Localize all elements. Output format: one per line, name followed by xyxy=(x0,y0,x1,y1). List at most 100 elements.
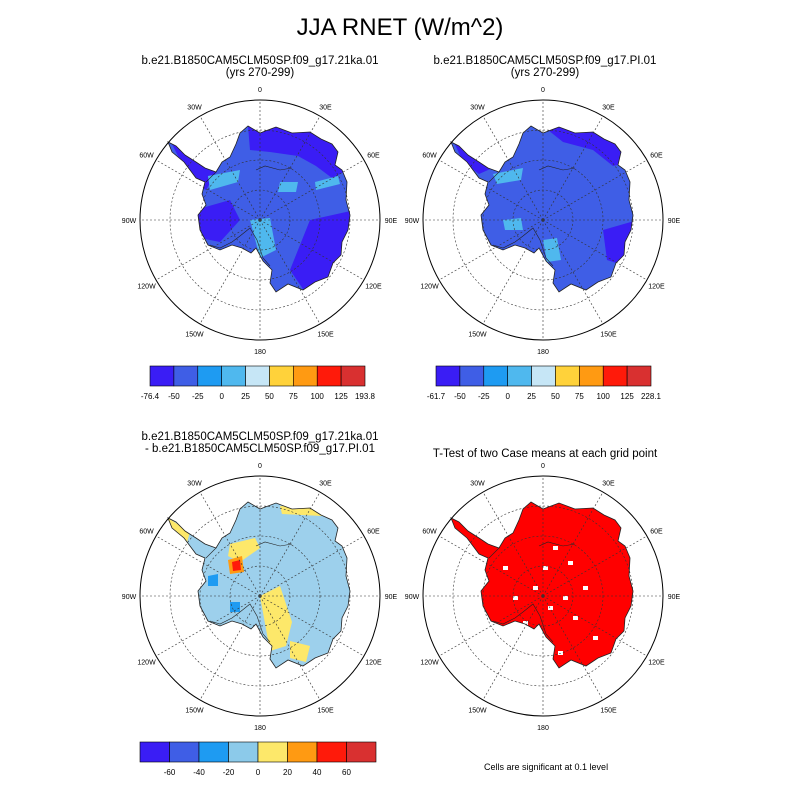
lon-label: 60E xyxy=(367,153,380,160)
colorbar-swatch xyxy=(483,365,508,387)
colorbar-label: 228.1 xyxy=(641,392,662,401)
figure-title: JJA RNET (W/m^2) xyxy=(296,14,504,41)
antarctica-fill xyxy=(168,502,350,668)
colorbar-label: 50 xyxy=(551,392,560,401)
lon-label: 90W xyxy=(122,594,137,601)
lon-label: 180 xyxy=(537,725,549,732)
colorbar-swatch xyxy=(139,741,170,763)
colorbar-swatch xyxy=(221,365,246,387)
map-panel-ttest: 0 30E 60E 90E 120E 150E 180 150W 120W 90W 60W 30W xyxy=(405,463,681,732)
lon-label: 120E xyxy=(365,284,382,291)
colorbar-swatch xyxy=(346,741,377,763)
colorbar-label: -61.7 xyxy=(427,392,446,401)
colorbar-label: 0 xyxy=(505,392,510,401)
colorbar-label: 100 xyxy=(311,392,325,401)
lon-label: 120W xyxy=(137,284,156,291)
colorbar-swatch xyxy=(257,741,288,763)
colorbar-swatch xyxy=(579,365,604,387)
colorbar-swatch xyxy=(293,365,318,387)
lon-label: 30E xyxy=(319,105,332,112)
lon-label: 150E xyxy=(317,331,334,338)
lon-label: 120E xyxy=(365,660,382,667)
panel1-title-line1: b.e21.B1850CAM5CLM50SP.f09_g17.21ka.01 xyxy=(141,55,379,67)
colorbar-swatch xyxy=(459,365,485,387)
colorbar-swatch xyxy=(555,365,580,387)
colorbar-label: 40 xyxy=(313,768,322,777)
colorbar-swatch xyxy=(507,365,532,387)
colorbar-label: 0 xyxy=(219,392,224,401)
colorbar-label: 50 xyxy=(265,392,274,401)
colorbar-label: -25 xyxy=(192,392,204,401)
colorbar-swatch xyxy=(531,365,556,387)
lon-label: 60E xyxy=(367,529,380,536)
map-panel-21ka: 0 30E 60E 90E 120E 150E 180 150W 120W 90W 60W 30W xyxy=(122,87,398,356)
lon-label: 0 xyxy=(541,463,545,470)
colorbar-swatch xyxy=(287,741,318,763)
colorbar-label: 75 xyxy=(289,392,298,401)
lon-label: 150E xyxy=(317,707,334,714)
colorbar-label: -20 xyxy=(223,768,235,777)
colorbar-swatch xyxy=(228,741,259,763)
map-panel-difference: 0 30E 60E 90E 120E 150E 180 150W 120W 90W 60W 30W xyxy=(122,463,398,732)
panel2-title: b.e21.B1850CAM5CLM50SP.f09_g17.PI.01 (yr… xyxy=(400,55,690,79)
colorbar-swatch xyxy=(602,365,628,387)
colorbar-label: -50 xyxy=(454,392,466,401)
lon-label: 150W xyxy=(468,707,487,714)
colorbar-swatch xyxy=(197,365,222,387)
lon-label: 60W xyxy=(422,153,437,160)
lon-label: 90E xyxy=(668,594,681,601)
lon-label: 90E xyxy=(668,218,681,225)
lon-label: 120W xyxy=(420,660,439,667)
lon-label: 30E xyxy=(602,481,615,488)
colorbar-swatch xyxy=(149,365,175,387)
colorbar-difference: -60 -40 -20 0 20 40 60 xyxy=(139,741,377,777)
colorbar-21ka: -76.4 -50 -25 0 25 50 75 100 125 193.8 xyxy=(141,365,376,401)
colorbar-label: 193.8 xyxy=(355,392,376,401)
lon-label: 30W xyxy=(470,105,485,112)
colorbar-label: 100 xyxy=(597,392,611,401)
lon-label: 120W xyxy=(420,284,439,291)
colorbar-swatch xyxy=(173,365,199,387)
panel4-title-line1: T-Test of two Case means at each grid po… xyxy=(432,448,658,460)
lon-label: 60W xyxy=(139,153,154,160)
antarctica-fill xyxy=(451,502,633,668)
colorbar-label: -40 xyxy=(193,768,205,777)
lon-label: 60E xyxy=(650,529,663,536)
colorbar-swatch xyxy=(198,741,229,763)
lon-label: 90E xyxy=(385,594,398,601)
colorbar-label: 25 xyxy=(241,392,250,401)
colorbar-label: -60 xyxy=(164,768,176,777)
lon-label: 90W xyxy=(405,594,420,601)
colorbar-label: 0 xyxy=(256,768,261,777)
colorbar-label: 60 xyxy=(342,768,351,777)
colorbar-pi: -61.7 -50 -25 0 25 50 75 100 125 228.1 xyxy=(427,365,662,401)
panel3-title: b.e21.B1850CAM5CLM50SP.f09_g17.21ka.01 -… xyxy=(120,431,400,455)
lon-label: 30E xyxy=(319,481,332,488)
lon-label: 90W xyxy=(122,218,137,225)
lon-label: 0 xyxy=(258,87,262,94)
lon-label: 60E xyxy=(650,153,663,160)
lon-label: 180 xyxy=(537,349,549,356)
lon-label: 30W xyxy=(187,481,202,488)
colorbar-label: 125 xyxy=(620,392,634,401)
colorbar-swatch xyxy=(316,365,342,387)
lon-label: 120E xyxy=(648,284,665,291)
lon-label: 0 xyxy=(258,463,262,470)
panel3-title-line2: - b.e21.B1850CAM5CLM50SP.f09_g17.PI.01 xyxy=(145,443,375,455)
panel1-title: b.e21.B1850CAM5CLM50SP.f09_g17.21ka.01 (… xyxy=(120,55,400,79)
colorbar-swatch xyxy=(245,365,270,387)
lon-label: 60W xyxy=(139,529,154,536)
colorbar-swatch xyxy=(169,741,200,763)
lon-label: 90W xyxy=(405,218,420,225)
lon-label: 30W xyxy=(187,105,202,112)
colorbar-swatch xyxy=(316,741,347,763)
panel2-title-line2: (yrs 270-299) xyxy=(510,67,580,79)
lon-label: 60W xyxy=(422,529,437,536)
lon-label: 30E xyxy=(602,105,615,112)
antarctica-fill xyxy=(451,126,633,292)
lon-label: 120W xyxy=(137,660,156,667)
colorbar-label: -50 xyxy=(168,392,180,401)
lon-label: 150E xyxy=(600,707,617,714)
colorbar-label: -76.4 xyxy=(141,392,160,401)
panel3-title-line1: b.e21.B1850CAM5CLM50SP.f09_g17.21ka.01 xyxy=(141,431,379,443)
